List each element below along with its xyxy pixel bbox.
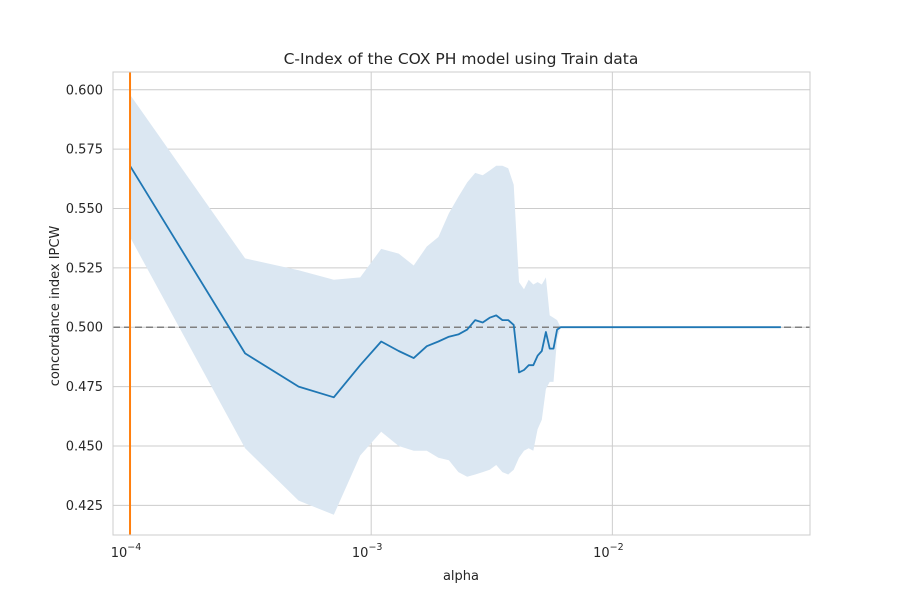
series-lines — [129, 165, 781, 399]
series-line — [129, 165, 781, 399]
x-axis-label: alpha — [443, 569, 479, 584]
x-tick-label: 10−3 — [352, 542, 383, 561]
y-tick-label: 0.525 — [66, 261, 103, 276]
y-tick-label: 0.425 — [66, 499, 103, 514]
y-tick-label: 0.600 — [66, 83, 103, 98]
chart-title: C-Index of the COX PH model using Train … — [284, 50, 639, 68]
y-tick-label: 0.550 — [66, 202, 103, 217]
y-tick-label: 0.450 — [66, 439, 103, 454]
confidence-band — [130, 94, 781, 515]
y-axis-label: concordance index IPCW — [48, 226, 63, 387]
x-tick-base: 10 — [352, 546, 369, 561]
y-tick-label: 0.575 — [66, 143, 103, 158]
y-tick-label: 0.475 — [66, 380, 103, 395]
y-tick-labels: 0.425 0.450 0.475 0.500 0.525 0.550 0.575 0.600 — [66, 83, 103, 514]
x-tick-exponent: −3 — [368, 542, 382, 553]
x-tick-label: 10−2 — [593, 542, 624, 561]
confidence-band-area — [130, 94, 781, 515]
x-tick-exponent: −2 — [610, 542, 624, 553]
x-tick-base: 10 — [111, 546, 128, 561]
x-tick-label: 10−4 — [111, 542, 142, 561]
plot-frame — [112, 71, 811, 536]
x-tick-exponent: −4 — [127, 542, 141, 553]
x-tick-base: 10 — [593, 546, 610, 561]
y-tick-label: 0.500 — [66, 321, 103, 336]
x-tick-labels: 10−4 10−3 10−2 — [111, 542, 624, 561]
